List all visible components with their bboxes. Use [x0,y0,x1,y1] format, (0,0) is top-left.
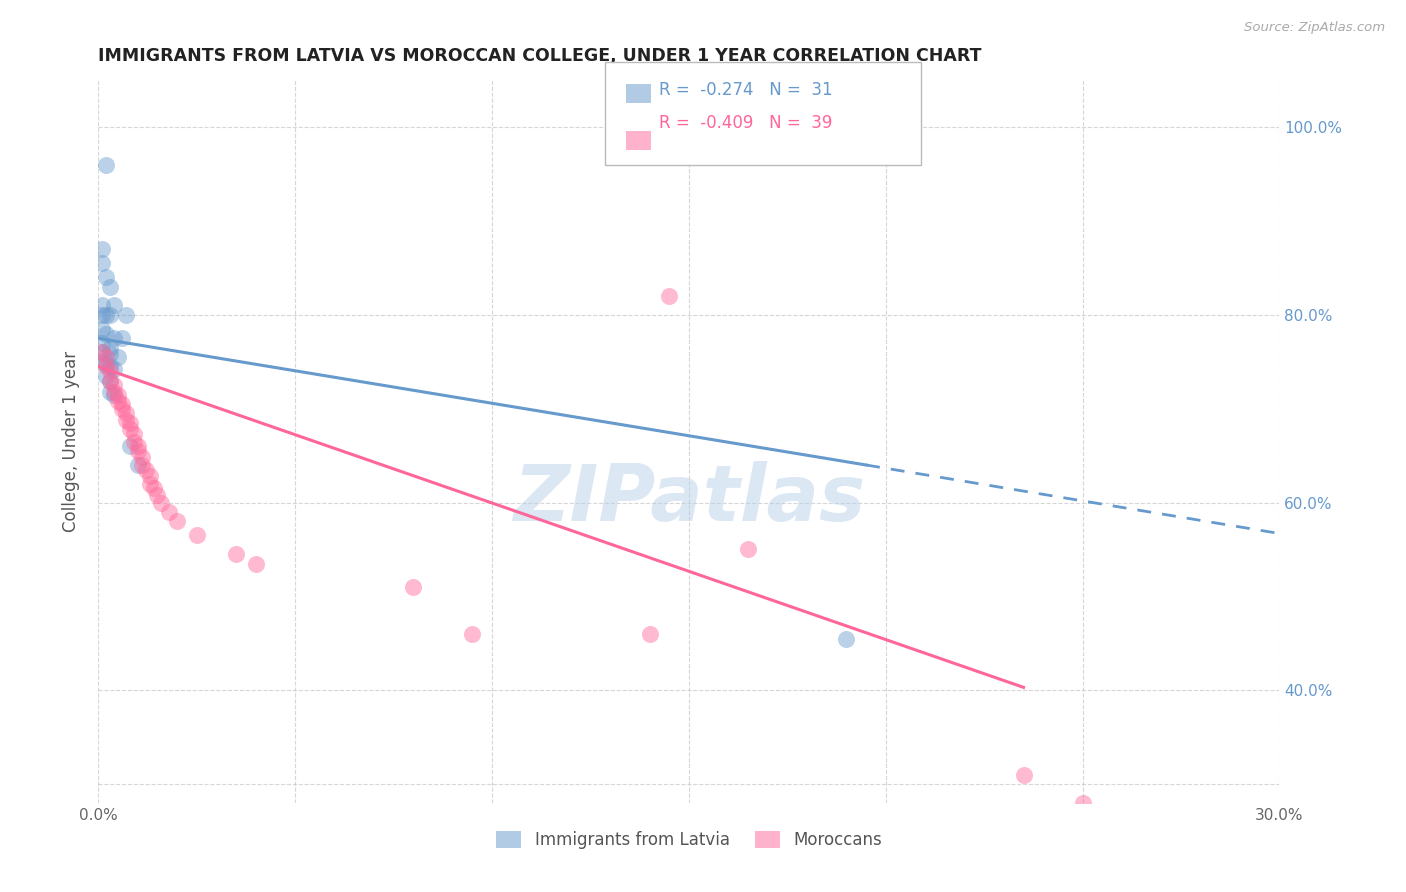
Point [96,270,118,285]
Point [98,308,121,322]
Point [91,298,114,312]
Point [146,488,169,502]
Point [107,350,129,364]
Point [186,528,208,542]
Point [225,547,247,561]
Point [111,331,134,345]
Point [111,401,134,416]
Point [96,158,118,172]
Point [118,422,141,436]
Text: IMMIGRANTS FROM LATVIA VS MOROCCAN COLLEGE, UNDER 1 YEAR CORRELATION CHART: IMMIGRANTS FROM LATVIA VS MOROCCAN COLLE… [98,47,981,65]
Point [1012,767,1035,781]
Point [142,482,165,496]
Point [115,308,138,322]
Point [107,387,129,401]
Text: ZIPatlas: ZIPatlas [513,461,865,537]
Point [98,279,121,293]
Point [638,627,661,641]
Point [166,514,188,528]
Point [127,444,149,458]
Point [150,495,173,509]
Point [103,331,125,345]
Point [122,427,145,442]
Point [135,463,157,477]
Text: R =  -0.274   N =  31: R = -0.274 N = 31 [659,81,832,99]
Point [115,413,138,427]
Point [138,476,160,491]
Point [96,350,118,364]
Point [835,632,858,646]
Point [96,357,118,371]
Point [98,359,121,374]
Point [98,341,121,355]
Point [737,542,759,557]
Point [98,384,121,399]
Point [111,397,134,411]
Point [98,347,121,361]
Point [91,355,114,369]
Point [103,387,125,401]
Point [118,416,141,430]
Text: Source: ZipAtlas.com: Source: ZipAtlas.com [1244,21,1385,34]
Point [461,627,484,641]
Point [98,374,121,388]
Point [131,458,153,472]
Point [402,580,425,594]
Point [127,439,149,453]
Point [122,434,145,449]
Point [131,450,153,465]
Point [96,308,118,322]
Point [96,359,118,374]
Y-axis label: College, Under 1 year: College, Under 1 year [62,351,80,533]
Point [103,378,125,392]
Point [138,469,160,483]
Point [91,242,114,256]
Point [118,439,141,453]
Point [96,326,118,341]
Point [107,394,129,409]
Legend: Immigrants from Latvia, Moroccans: Immigrants from Latvia, Moroccans [489,824,889,856]
Point [91,256,114,270]
Text: R =  -0.409   N =  39: R = -0.409 N = 39 [659,114,832,132]
Point [103,362,125,376]
Point [91,308,114,322]
Point [103,384,125,399]
Point [91,322,114,336]
Point [1071,796,1094,810]
Point [98,364,121,378]
Point [91,336,114,351]
Point [91,345,114,359]
Point [103,298,125,312]
Point [115,406,138,420]
Point [245,557,267,571]
Point [658,289,681,303]
Point [96,368,118,383]
Point [98,374,121,388]
Point [91,345,114,359]
Point [157,505,180,519]
Point [127,458,149,472]
